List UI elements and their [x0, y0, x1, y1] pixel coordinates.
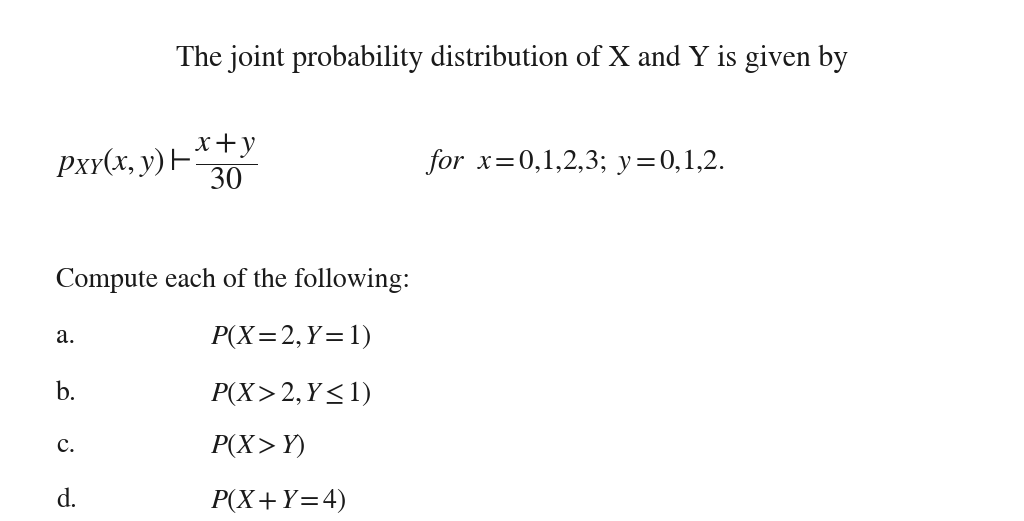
Text: The joint probability distribution of X and Y is given by: The joint probability distribution of X …	[176, 44, 848, 72]
Text: d.: d.	[56, 488, 77, 513]
Text: $\mathit{for}\ \ x = 0{,}1{,}2{,}3;\ y = 0{,}1{,}2.$: $\mathit{for}\ \ x = 0{,}1{,}2{,}3;\ y =…	[425, 146, 725, 177]
Text: Compute each of the following:: Compute each of the following:	[56, 268, 411, 293]
Text: $P(X > Y)$: $P(X > Y)$	[210, 431, 305, 460]
Text: $P(X = 2, Y = 1)$: $P(X = 2, Y = 1)$	[210, 321, 371, 351]
Text: a.: a.	[56, 324, 76, 349]
Text: b.: b.	[56, 381, 77, 406]
Text: $P(X + Y = 4)$: $P(X + Y = 4)$	[210, 486, 346, 515]
Text: $P(X > 2, Y \leq 1)$: $P(X > 2, Y \leq 1)$	[210, 379, 371, 408]
Text: $p_{XY}(x, y) \vdash \dfrac{x+y}{30}$: $p_{XY}(x, y) \vdash \dfrac{x+y}{30}$	[56, 131, 257, 192]
Text: c.: c.	[56, 433, 76, 458]
